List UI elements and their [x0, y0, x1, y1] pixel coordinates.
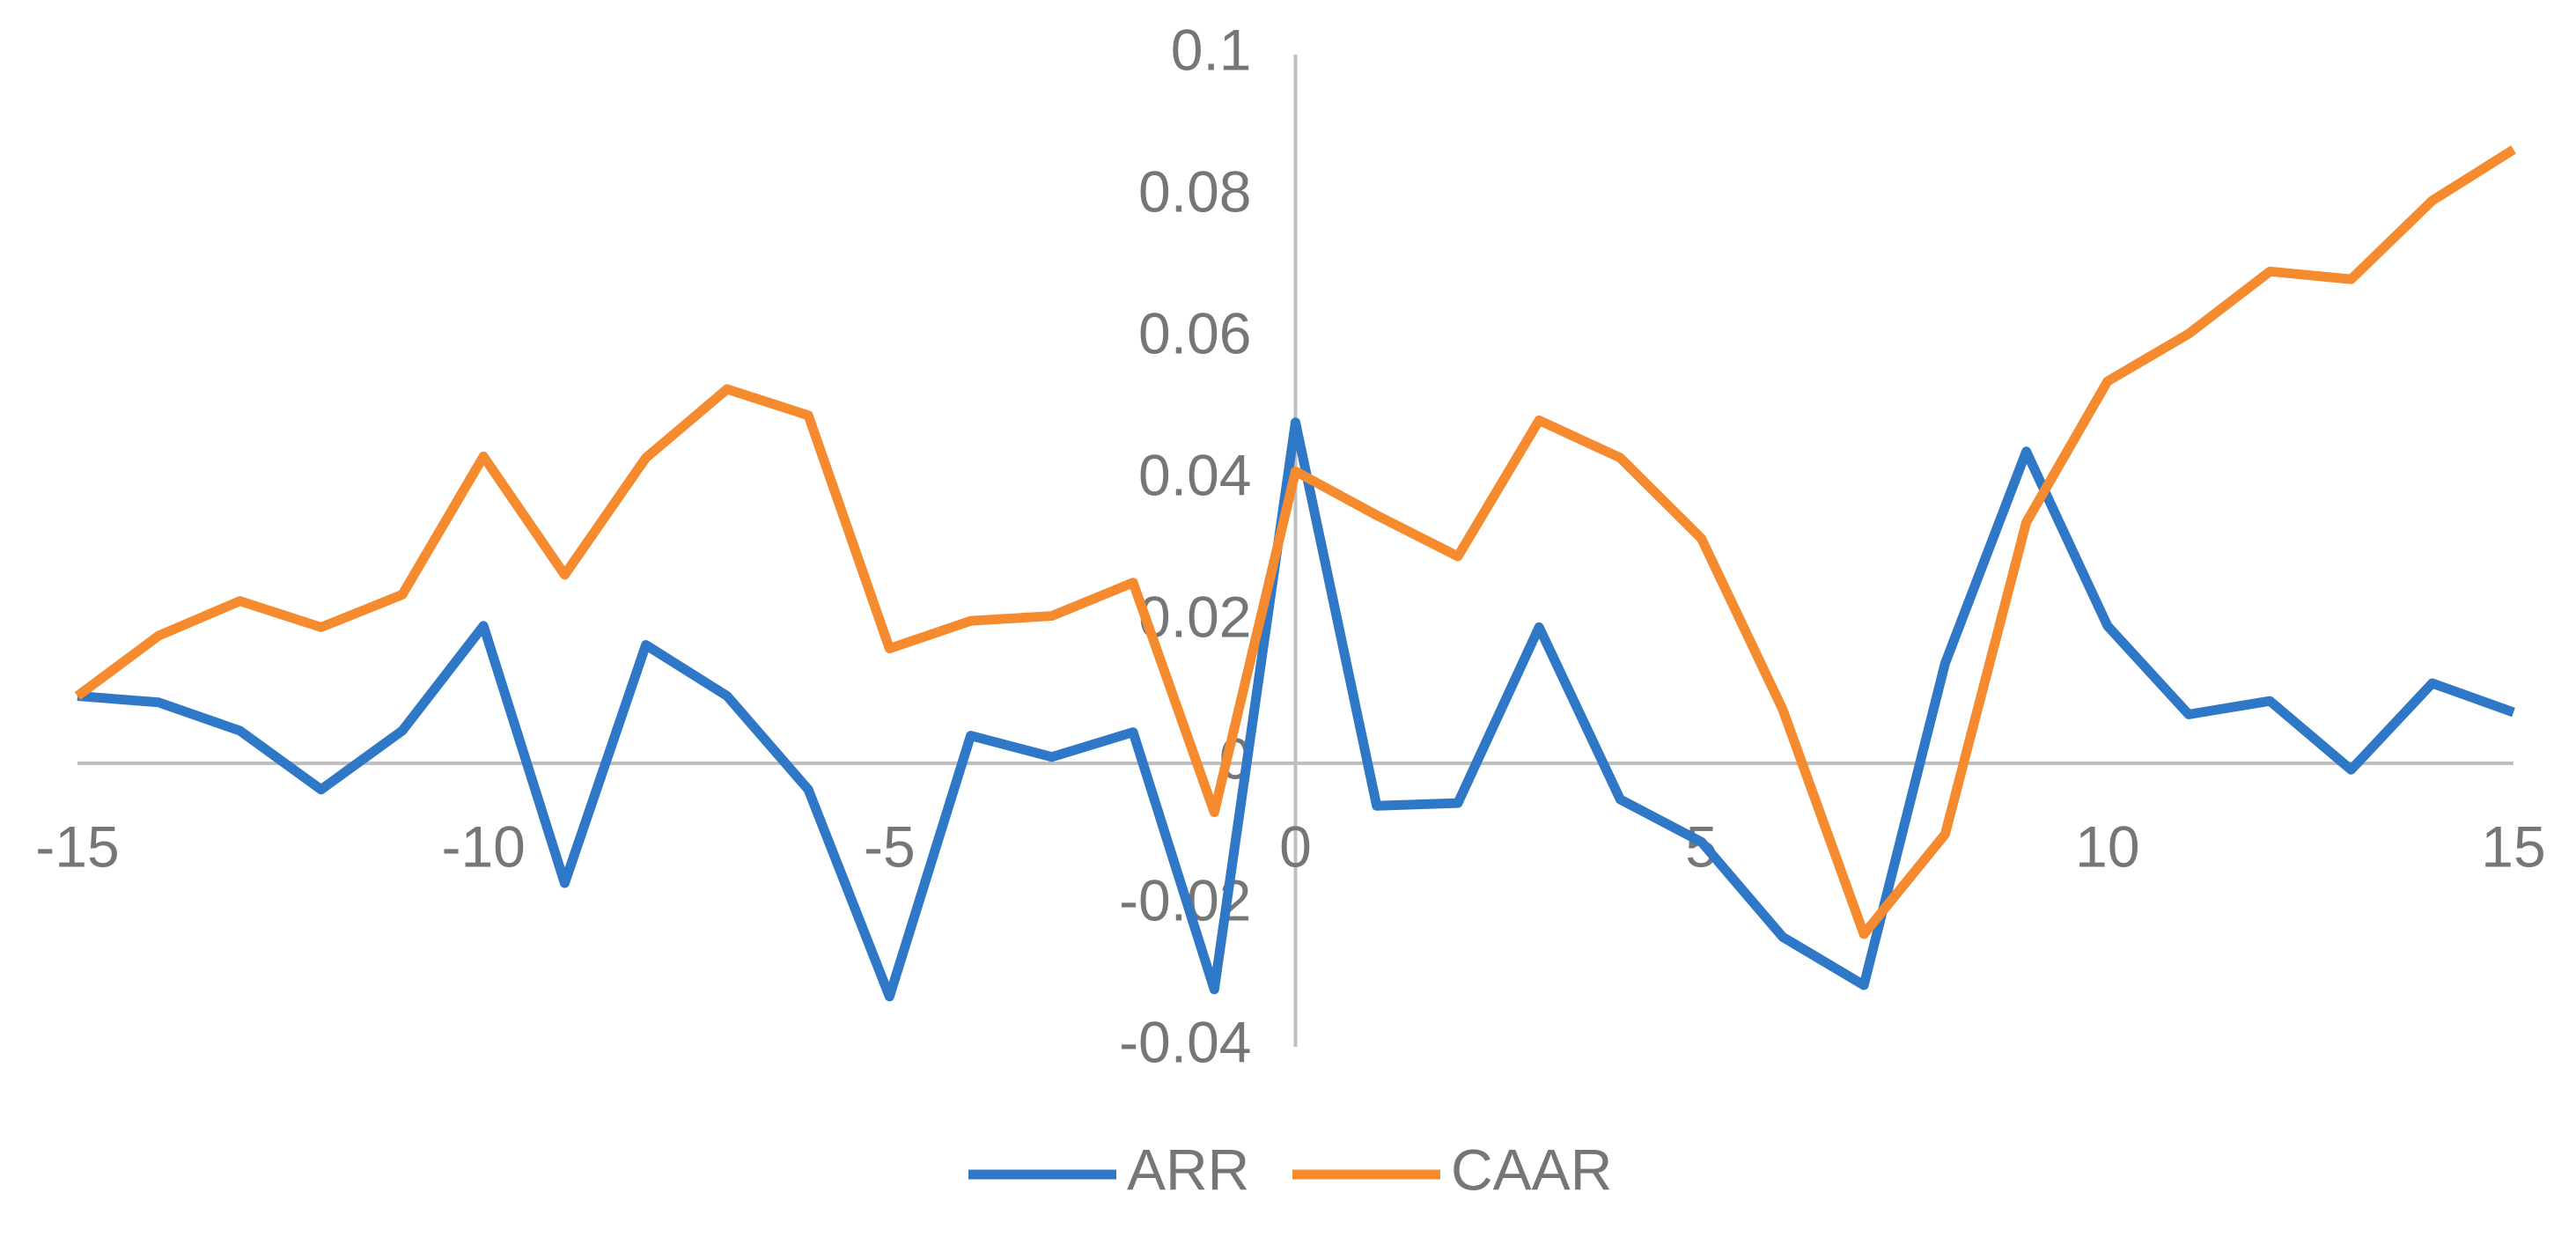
x-tick-label: -10 — [441, 814, 525, 879]
legend-label: CAAR — [1451, 1137, 1612, 1202]
legend-label: ARR — [1127, 1137, 1249, 1202]
x-tick-label: -15 — [35, 814, 119, 879]
y-tick-label: 0.04 — [1138, 442, 1251, 507]
x-tick-label: 15 — [2481, 814, 2545, 879]
y-tick-label: -0.04 — [1119, 1009, 1251, 1074]
y-tick-label: 0.1 — [1171, 17, 1252, 82]
series-line — [74, 145, 2516, 939]
y-tick-label: 0.06 — [1138, 300, 1251, 365]
y-tick-label: 0.08 — [1138, 158, 1251, 224]
x-tick-label: -5 — [864, 814, 916, 879]
x-tick-label: 0 — [1279, 814, 1312, 879]
series-line — [77, 417, 2515, 1002]
x-tick-label: 10 — [2075, 814, 2139, 879]
